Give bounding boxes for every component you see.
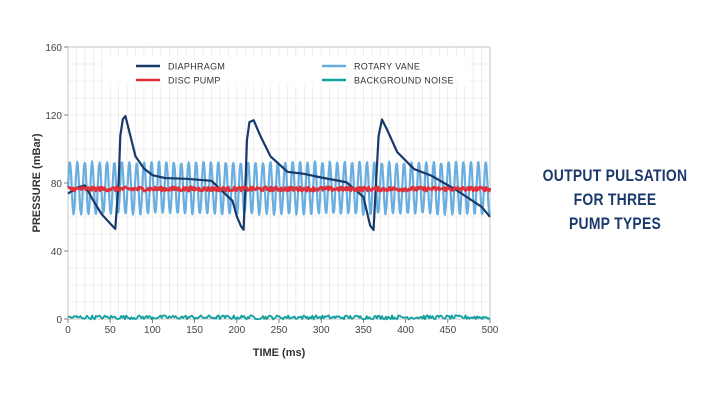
- x-tick-label: 200: [228, 325, 245, 336]
- y-tick-label: 160: [45, 43, 62, 54]
- series-layer: [66, 114, 492, 321]
- x-tick-label: 150: [186, 325, 203, 336]
- series-line-rotary-vane: [66, 160, 492, 216]
- x-axis-label: TIME (ms): [253, 347, 306, 359]
- y-tick-label: 80: [51, 179, 63, 190]
- axes: 0 50 100 150 200 250 300 350 400 450 500 0 40 80 120 16…: [31, 43, 499, 359]
- side-title-line-3: PUMP TYPES: [568, 214, 662, 233]
- side-title-line-1: OUTPUT PULSATION: [542, 166, 688, 185]
- x-tick-label: 100: [144, 325, 161, 336]
- x-tick-label: 300: [313, 325, 330, 336]
- y-axis-label: PRESSURE (mBar): [31, 133, 43, 232]
- y-tick-label: 0: [56, 315, 62, 326]
- legend-label-background-noise: BACKGROUND NOISE: [354, 76, 454, 86]
- x-tick-label: 500: [482, 325, 499, 336]
- x-tick-label: 400: [397, 325, 414, 336]
- series-line-background-noise: [67, 314, 491, 321]
- legend-label-disc-pump: DISC PUMP: [168, 76, 221, 86]
- x-tick-label: 50: [105, 325, 117, 336]
- legend-background: [102, 56, 470, 86]
- x-tick-label: 350: [355, 325, 372, 336]
- series-line-disc-pump: [67, 185, 492, 193]
- x-tick-label: 0: [65, 325, 71, 336]
- x-tick-label: 450: [439, 325, 456, 336]
- y-tick-label: 40: [51, 247, 63, 258]
- legend-label-diaphragm: DIAPHRAGM: [168, 62, 225, 72]
- y-tick-label: 120: [45, 111, 62, 122]
- grid-lines: [67, 46, 491, 320]
- side-title-line-2: FOR THREE: [573, 190, 657, 209]
- legend-label-rotary-vane: ROTARY VANE: [354, 62, 420, 72]
- legend: DIAPHRAGM DISC PUMP ROTARY VANE BACKGROUND …: [102, 56, 470, 86]
- chart-side-title: OUTPUT PULSATION FOR THREE PUMP TYPES: [537, 164, 693, 236]
- series-line-diaphragm: [67, 114, 491, 232]
- x-tick-label: 250: [271, 325, 288, 336]
